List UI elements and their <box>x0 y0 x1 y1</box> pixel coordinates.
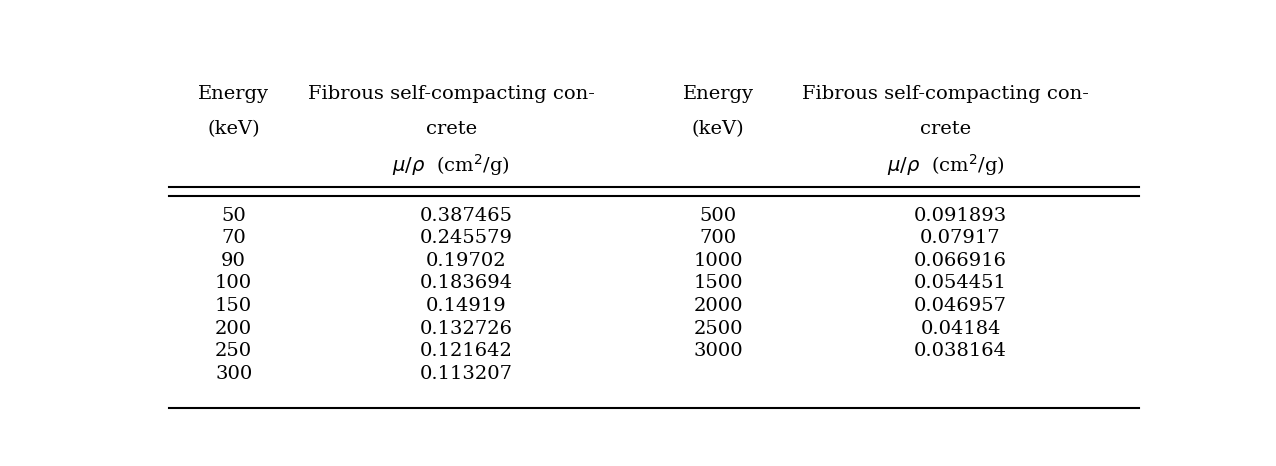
Text: $\mu/\rho\ $ (cm$^2$/g): $\mu/\rho\ $ (cm$^2$/g) <box>393 152 510 178</box>
Text: 100: 100 <box>216 274 253 292</box>
Text: 0.121642: 0.121642 <box>420 342 513 360</box>
Text: 0.132726: 0.132726 <box>420 320 513 338</box>
Text: 50: 50 <box>221 206 246 225</box>
Text: 0.054451: 0.054451 <box>914 274 1007 292</box>
Text: $\mu/\rho\ $ (cm$^2$/g): $\mu/\rho\ $ (cm$^2$/g) <box>887 152 1004 178</box>
Text: Energy: Energy <box>198 85 269 103</box>
Text: 3000: 3000 <box>693 342 743 360</box>
Text: 0.113207: 0.113207 <box>420 365 513 383</box>
Text: (keV): (keV) <box>692 121 744 138</box>
Text: 0.07917: 0.07917 <box>920 229 1000 247</box>
Text: 200: 200 <box>216 320 253 338</box>
Text: 0.14919: 0.14919 <box>426 297 507 315</box>
Text: 1000: 1000 <box>693 252 743 270</box>
Text: 2000: 2000 <box>693 297 743 315</box>
Text: Energy: Energy <box>683 85 754 103</box>
Text: 2500: 2500 <box>693 320 743 338</box>
Text: Fibrous self-compacting con-: Fibrous self-compacting con- <box>308 85 595 103</box>
Text: Fibrous self-compacting con-: Fibrous self-compacting con- <box>803 85 1090 103</box>
Text: 0.046957: 0.046957 <box>914 297 1007 315</box>
Text: 500: 500 <box>699 206 736 225</box>
Text: (keV): (keV) <box>208 121 260 138</box>
Text: 0.245579: 0.245579 <box>420 229 513 247</box>
Text: 0.066916: 0.066916 <box>914 252 1007 270</box>
Text: 0.19702: 0.19702 <box>426 252 507 270</box>
Text: 0.387465: 0.387465 <box>420 206 513 225</box>
Text: 1500: 1500 <box>693 274 743 292</box>
Text: 150: 150 <box>216 297 253 315</box>
Text: crete: crete <box>920 121 971 138</box>
Text: 70: 70 <box>221 229 246 247</box>
Text: 300: 300 <box>216 365 253 383</box>
Text: 0.091893: 0.091893 <box>914 206 1007 225</box>
Text: 90: 90 <box>221 252 246 270</box>
Text: 700: 700 <box>699 229 736 247</box>
Text: crete: crete <box>426 121 477 138</box>
Text: 0.183694: 0.183694 <box>420 274 513 292</box>
Text: 0.038164: 0.038164 <box>914 342 1007 360</box>
Text: 250: 250 <box>216 342 253 360</box>
Text: 0.04184: 0.04184 <box>920 320 1000 338</box>
